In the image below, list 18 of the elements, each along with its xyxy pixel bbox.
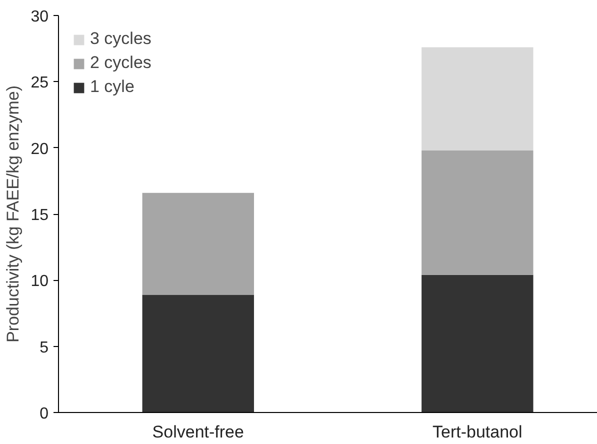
bar [142, 294, 254, 412]
legend-label: 1 cyle [90, 77, 134, 97]
y-tick-label: 30 [30, 8, 49, 26]
legend-label: 3 cycles [90, 29, 152, 49]
bar [422, 150, 534, 275]
y-tick-label: 25 [30, 74, 49, 92]
y-tick-label: 0 [40, 406, 49, 422]
legend-label: 2 cycles [90, 53, 152, 73]
bar [422, 274, 534, 412]
y-tick-label: 15 [30, 207, 49, 224]
x-tick-label: Solvent-free [152, 422, 244, 442]
bar [142, 192, 254, 295]
bar [422, 47, 534, 150]
x-tick-label: Tert-butanol [432, 422, 522, 442]
y-tick-label: 5 [40, 339, 49, 356]
y-axis-title: Productivity (kg FAEE/kg enzyme) [4, 86, 23, 342]
y-tick-label: 10 [30, 273, 49, 290]
y-tick-label: 20 [30, 140, 49, 158]
